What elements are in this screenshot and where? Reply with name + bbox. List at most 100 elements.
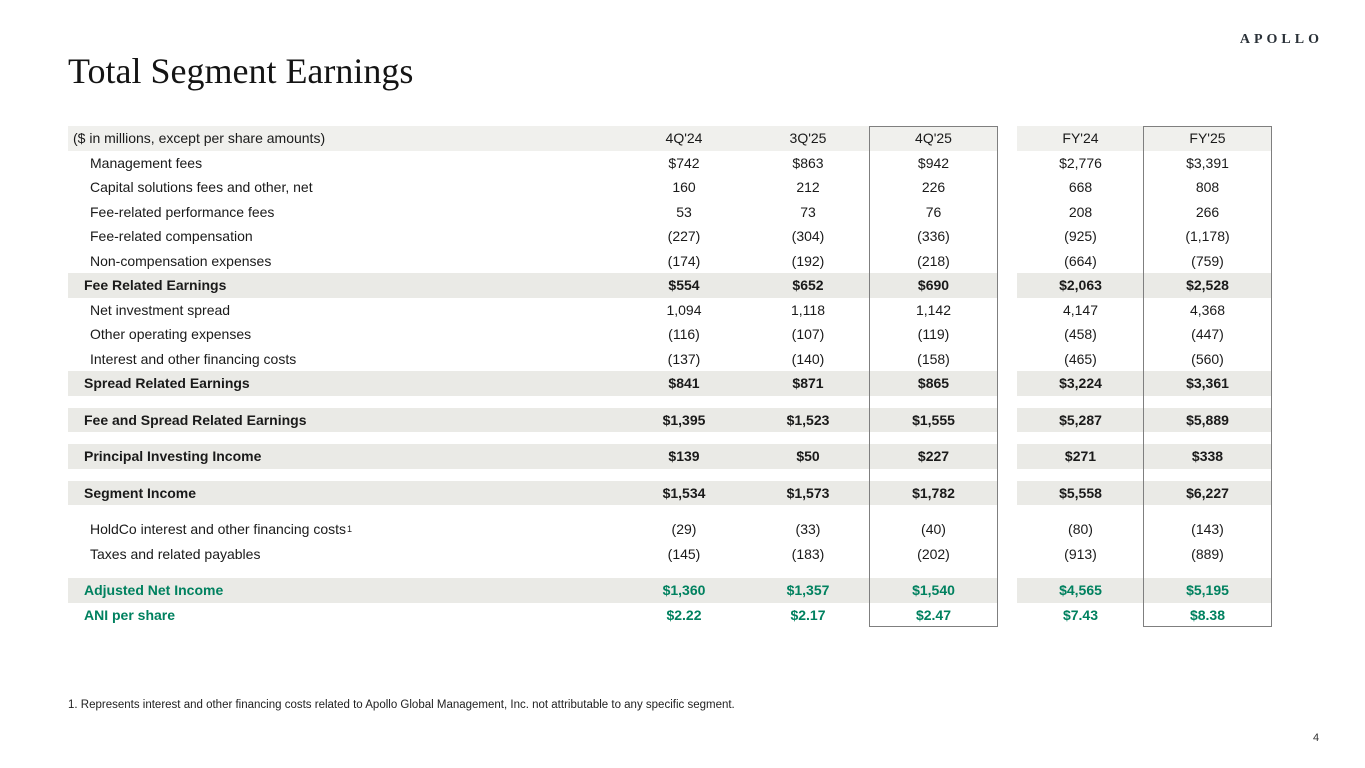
row-label: Interest and other financing costs (90, 350, 297, 367)
row-value: $863 (792, 154, 824, 171)
row-value: (1,178) (1185, 228, 1230, 245)
row-value: (158) (917, 350, 950, 367)
row-label: Fee-related compensation (90, 228, 253, 245)
column-gap (997, 126, 1017, 151)
row-value: (304) (791, 228, 825, 245)
row-value: $2.47 (915, 606, 952, 623)
row-label: Net investment spread (90, 301, 231, 318)
row-value: 1,142 (915, 301, 952, 318)
row-value: $139 (622, 444, 746, 469)
row-value: $554 (622, 273, 746, 298)
row-value: (889) (1191, 545, 1224, 562)
row-label: Fee and Spread Related Earnings (68, 407, 622, 432)
row-value: $2,063 (1017, 273, 1144, 298)
table-header-row: ($ in millions, except per share amounts… (68, 126, 1271, 151)
row-value: (458) (1064, 326, 1097, 343)
table-row: Fee and Spread Related Earnings $1,395 $1,… (68, 407, 1271, 433)
table-row: Management fees $742 $863 $942 $2,776 $3,391 (68, 151, 1271, 176)
row-label: HoldCo interest and other financing cost… (90, 521, 353, 538)
column-gap (997, 273, 1017, 298)
column-gap (997, 175, 1017, 200)
table-units-label: ($ in millions, except per share amounts… (68, 126, 622, 151)
row-value: $3,391 (1186, 154, 1229, 171)
column-gap (997, 151, 1017, 176)
column-gap (997, 542, 1017, 567)
row-value: $2.22 (666, 606, 702, 623)
column-header: 3Q'25 (746, 126, 870, 151)
row-spacer (68, 396, 1271, 408)
column-gap (997, 347, 1017, 372)
column-gap (997, 408, 1017, 433)
row-value: $652 (746, 273, 870, 298)
row-value: 76 (925, 203, 942, 220)
table-row: Interest and other financing costs (137) (… (68, 347, 1271, 372)
row-value: $2,528 (1144, 273, 1271, 298)
row-spacer (68, 432, 1271, 444)
row-label: Taxes and related payables (90, 545, 261, 562)
row-value: $865 (870, 371, 997, 396)
row-value: $1,360 (622, 578, 746, 603)
table-body: ($ in millions, except per share amounts… (68, 126, 1271, 627)
row-value: 53 (676, 203, 692, 220)
row-value: 1,118 (791, 301, 825, 318)
row-value: (227) (667, 228, 701, 245)
row-value: (759) (1191, 252, 1224, 269)
row-value: $50 (746, 444, 870, 469)
row-value: (116) (668, 326, 700, 343)
row-value: $1,540 (870, 578, 997, 603)
row-value: (336) (917, 228, 950, 245)
row-value: (183) (791, 545, 825, 562)
column-header: 4Q'25 (870, 126, 997, 151)
row-value: 208 (1068, 203, 1093, 220)
table-row: Fee-related performance fees 53 73 76 208 266 (68, 200, 1271, 225)
row-value: (925) (1064, 228, 1097, 245)
row-value: $1,534 (622, 480, 746, 505)
row-value: 160 (672, 179, 696, 196)
row-value: $871 (746, 371, 870, 396)
table-row: Spread Related Earnings $841 $871 $865 $3,22… (68, 371, 1271, 396)
row-value: $3,224 (1017, 371, 1144, 396)
row-value: 4,147 (1062, 301, 1099, 318)
table-row: Non-compensation expenses (174) (192) (218)… (68, 249, 1271, 274)
row-value: (137) (667, 350, 701, 367)
row-value: (143) (1191, 521, 1224, 538)
row-value: $5,889 (1144, 407, 1271, 432)
row-label: Fee Related Earnings (68, 273, 622, 298)
row-value: 73 (800, 203, 816, 220)
row-value: $942 (917, 154, 950, 171)
row-value: 808 (1195, 179, 1220, 196)
column-gap (997, 517, 1017, 542)
row-value: (465) (1064, 350, 1097, 367)
column-gap (997, 481, 1017, 506)
row-value: $690 (870, 273, 997, 298)
row-value: $338 (1144, 444, 1271, 469)
column-gap (997, 249, 1017, 274)
row-value: $227 (870, 444, 997, 469)
row-value: $3,361 (1144, 371, 1271, 396)
row-value: (33) (795, 521, 821, 538)
row-value: (202) (917, 545, 950, 562)
row-spacer (68, 469, 1271, 481)
row-value: $1,357 (746, 578, 870, 603)
table-row: Capital solutions fees and other, net 160… (68, 175, 1271, 200)
row-label: Non-compensation expenses (90, 252, 272, 269)
table-row: Net investment spread 1,094 1,118 1,142 4,14… (68, 298, 1271, 323)
row-value: (119) (917, 326, 950, 343)
row-value: (664) (1064, 252, 1097, 269)
row-spacer (68, 566, 1271, 578)
row-value: $8.38 (1189, 606, 1226, 623)
row-value: 4,368 (1189, 301, 1226, 318)
column-header: FY'24 (1017, 126, 1144, 151)
table-row: Segment Income $1,534 $1,573 $1,782 $5,558 $6… (68, 480, 1271, 506)
row-value: $4,565 (1017, 578, 1144, 603)
row-value: 212 (796, 179, 820, 196)
row-value: $6,227 (1144, 480, 1271, 505)
row-value: (913) (1064, 545, 1097, 562)
column-gap (997, 200, 1017, 225)
row-value: $7.43 (1062, 606, 1099, 623)
column-gap (997, 322, 1017, 347)
row-value: (218) (917, 252, 950, 269)
row-value: $1,395 (622, 407, 746, 432)
row-value: $841 (622, 371, 746, 396)
footnote: 1. Represents interest and other financi… (68, 699, 735, 711)
